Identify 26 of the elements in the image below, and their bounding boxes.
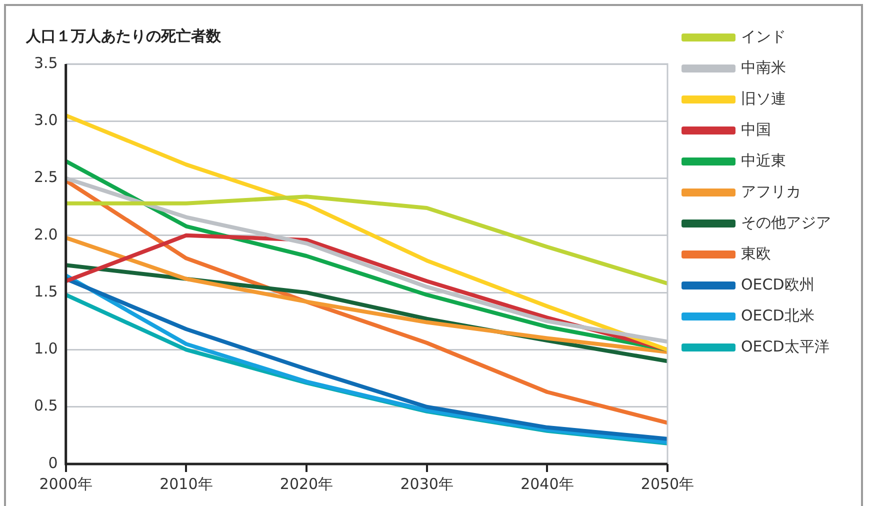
- legend-label: その他アジア: [741, 213, 831, 232]
- x-tick-label: 2010年: [160, 474, 213, 493]
- y-tick-label: 2.0: [34, 225, 58, 244]
- legend-label: 中近東: [741, 151, 786, 170]
- legend-label: OECD欧州: [741, 275, 814, 294]
- y-tick-label: 1.5: [34, 282, 58, 300]
- chart-title: 人口１万人あたりの死亡者数: [25, 26, 222, 45]
- y-tick-label: 3.0: [34, 111, 58, 130]
- x-tick-label: 2000年: [39, 474, 92, 493]
- legend-label: アフリカ: [741, 182, 801, 200]
- legend-label: インド: [741, 27, 786, 46]
- legend-label: 中国: [741, 120, 771, 138]
- legend-label: OECD太平洋: [741, 337, 830, 356]
- y-tick-label: 0.5: [34, 396, 58, 415]
- y-tick-label: 0: [48, 454, 58, 472]
- x-tick-label: 2050年: [640, 474, 694, 493]
- legend-label: 旧ソ連: [741, 89, 786, 108]
- y-tick-label: 3.5: [34, 54, 58, 72]
- x-tick-label: 2020年: [280, 474, 334, 493]
- y-tick-label: 1.0: [34, 340, 58, 358]
- legend-label: 東欧: [741, 244, 771, 262]
- legend-label: 中南米: [741, 58, 786, 76]
- legend-label: OECD北米: [741, 306, 814, 324]
- y-tick-label: 2.5: [34, 168, 58, 186]
- x-tick-label: 2030年: [400, 474, 454, 493]
- x-tick-label: 2040年: [520, 474, 574, 493]
